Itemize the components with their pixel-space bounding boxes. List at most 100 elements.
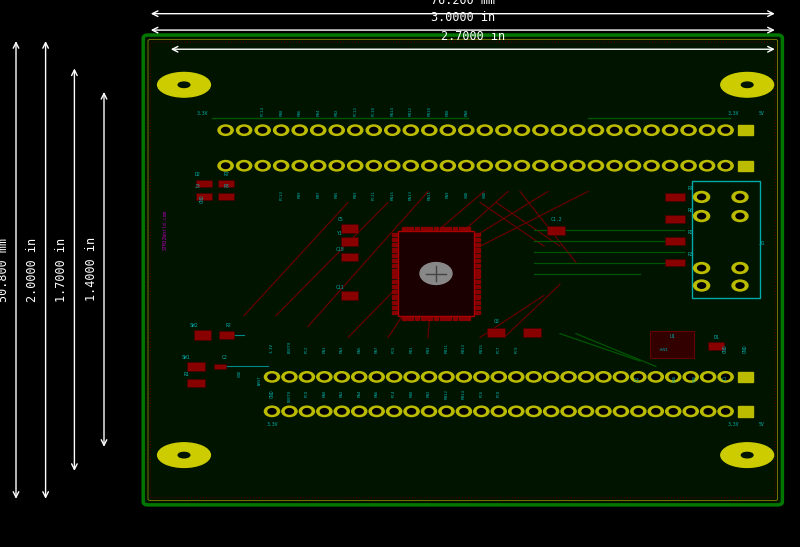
Bar xyxy=(341,224,358,233)
Circle shape xyxy=(547,409,555,414)
Circle shape xyxy=(329,125,344,135)
Bar xyxy=(474,290,480,293)
Bar xyxy=(393,275,398,278)
Circle shape xyxy=(406,163,414,168)
Ellipse shape xyxy=(742,452,753,458)
Bar xyxy=(427,228,432,231)
Ellipse shape xyxy=(158,443,210,467)
Circle shape xyxy=(422,372,437,382)
Bar xyxy=(446,316,451,319)
Text: PB6: PB6 xyxy=(298,108,302,116)
Circle shape xyxy=(699,125,714,135)
Bar xyxy=(218,193,234,200)
Text: R2: R2 xyxy=(225,323,231,328)
Circle shape xyxy=(317,406,332,417)
Bar xyxy=(474,280,480,283)
Circle shape xyxy=(460,409,468,414)
Text: PB15: PB15 xyxy=(479,343,483,353)
Circle shape xyxy=(442,374,450,380)
Circle shape xyxy=(370,163,378,168)
Ellipse shape xyxy=(178,452,190,458)
Circle shape xyxy=(403,125,418,135)
Text: GND: GND xyxy=(692,374,696,382)
Circle shape xyxy=(351,163,359,168)
Bar xyxy=(393,295,398,299)
Circle shape xyxy=(388,127,396,133)
Text: PA13: PA13 xyxy=(409,190,413,200)
Bar xyxy=(440,228,445,231)
Bar xyxy=(474,243,480,247)
Bar xyxy=(393,306,398,309)
Circle shape xyxy=(218,161,234,171)
Circle shape xyxy=(439,406,454,417)
Bar xyxy=(393,254,398,257)
Text: PA5: PA5 xyxy=(358,345,362,353)
Text: PB2: PB2 xyxy=(427,389,431,397)
Circle shape xyxy=(630,372,646,382)
Circle shape xyxy=(683,406,698,417)
Circle shape xyxy=(338,409,346,414)
Bar xyxy=(459,228,464,231)
Circle shape xyxy=(299,372,314,382)
Circle shape xyxy=(526,372,542,382)
Bar xyxy=(474,233,480,236)
Circle shape xyxy=(699,161,714,171)
Circle shape xyxy=(320,409,328,414)
Ellipse shape xyxy=(721,72,774,97)
Circle shape xyxy=(533,125,548,135)
Text: PA7: PA7 xyxy=(374,345,378,353)
Circle shape xyxy=(386,372,402,382)
Bar xyxy=(708,342,724,350)
Ellipse shape xyxy=(742,82,753,88)
Circle shape xyxy=(444,163,452,168)
Bar xyxy=(459,316,464,319)
Circle shape xyxy=(694,211,710,222)
Circle shape xyxy=(629,163,637,168)
Text: PA1: PA1 xyxy=(322,345,326,353)
Circle shape xyxy=(732,263,748,274)
Text: 3.0000 in: 3.0000 in xyxy=(430,10,495,24)
Circle shape xyxy=(634,374,642,380)
Text: J1: J1 xyxy=(758,241,765,246)
Bar xyxy=(393,233,398,236)
Text: PB12: PB12 xyxy=(445,389,449,399)
Bar xyxy=(196,193,212,200)
Circle shape xyxy=(614,372,629,382)
Bar xyxy=(341,253,358,261)
Circle shape xyxy=(348,161,363,171)
Text: 3.3V: 3.3V xyxy=(728,422,739,427)
Circle shape xyxy=(385,161,400,171)
Text: PA9: PA9 xyxy=(446,190,450,198)
Text: R5: R5 xyxy=(687,230,693,235)
Circle shape xyxy=(599,409,607,414)
Bar xyxy=(440,316,445,319)
Circle shape xyxy=(422,406,437,417)
Text: C3: C3 xyxy=(633,378,639,383)
Bar xyxy=(666,237,685,245)
Circle shape xyxy=(491,372,506,382)
Circle shape xyxy=(533,161,548,171)
Circle shape xyxy=(578,406,594,417)
Circle shape xyxy=(666,163,674,168)
Circle shape xyxy=(478,161,493,171)
Circle shape xyxy=(647,127,655,133)
Bar xyxy=(453,228,458,231)
Circle shape xyxy=(570,161,585,171)
Circle shape xyxy=(648,406,663,417)
Circle shape xyxy=(629,127,637,133)
Circle shape xyxy=(404,372,419,382)
Text: D1: D1 xyxy=(713,335,719,340)
Text: PB3: PB3 xyxy=(354,190,358,198)
Circle shape xyxy=(662,125,678,135)
Circle shape xyxy=(425,409,433,414)
Circle shape xyxy=(686,374,694,380)
Bar xyxy=(393,264,398,267)
Circle shape xyxy=(366,161,382,171)
Circle shape xyxy=(292,161,307,171)
Circle shape xyxy=(617,374,625,380)
Bar xyxy=(414,228,419,231)
Circle shape xyxy=(422,161,437,171)
Circle shape xyxy=(310,125,326,135)
Text: C8: C8 xyxy=(493,319,499,324)
Circle shape xyxy=(474,372,489,382)
